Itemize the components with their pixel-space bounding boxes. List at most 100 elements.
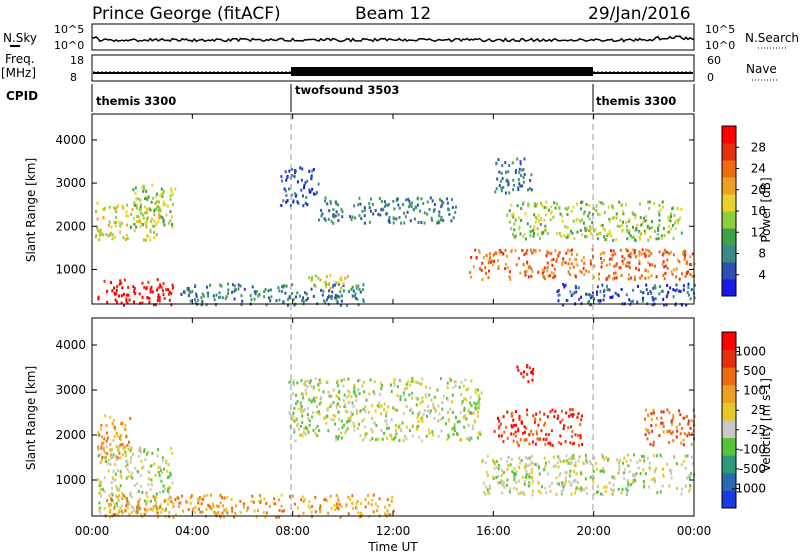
heatmap-cell	[301, 421, 304, 424]
heatmap-cell	[221, 496, 223, 500]
velocity-heatmap-cells	[97, 364, 696, 519]
heatmap-cell	[160, 510, 163, 514]
heatmap-cell	[99, 228, 102, 232]
heatmap-cell	[318, 388, 320, 392]
heatmap-cell	[161, 456, 164, 460]
heatmap-cell	[574, 491, 577, 495]
heatmap-cell	[196, 497, 199, 501]
heatmap-cell	[430, 398, 433, 402]
heatmap-cell	[501, 189, 503, 193]
heatmap-cell	[662, 205, 664, 209]
heatmap-cell	[328, 289, 331, 293]
heatmap-cell	[278, 515, 281, 519]
heatmap-cell	[564, 471, 567, 475]
heatmap-cell	[270, 295, 273, 299]
heatmap-cell	[572, 480, 575, 484]
heatmap-cell	[144, 458, 147, 462]
heatmap-cell	[641, 220, 644, 224]
heatmap-cell	[398, 206, 401, 210]
heatmap-cell	[593, 297, 596, 301]
heatmap-cell	[317, 182, 320, 186]
heatmap-cell	[371, 416, 374, 420]
heatmap-cell	[499, 422, 502, 426]
heatmap-cell	[155, 207, 158, 211]
heatmap-cell	[566, 299, 569, 303]
heatmap-cell	[211, 507, 213, 511]
heatmap-cell	[553, 415, 556, 419]
heatmap-cell	[618, 458, 621, 462]
heatmap-cell	[233, 289, 236, 293]
heatmap-cell	[533, 225, 536, 228]
heatmap-cell	[620, 274, 623, 277]
heatmap-cell	[119, 484, 122, 488]
heatmap-cell	[132, 188, 135, 192]
heatmap-cell	[565, 236, 568, 240]
heatmap-cell	[361, 210, 364, 213]
heatmap-cell	[174, 498, 177, 502]
heatmap-cell	[675, 275, 678, 279]
heatmap-cell	[335, 493, 338, 497]
heatmap-cell	[674, 227, 677, 231]
heatmap-cell	[617, 471, 620, 475]
heatmap-cell	[157, 293, 160, 297]
heatmap-cell	[545, 213, 547, 217]
heatmap-cell	[583, 261, 586, 265]
heatmap-cell	[246, 506, 249, 510]
heatmap-cell	[119, 443, 122, 447]
heatmap-cell	[617, 294, 620, 298]
heatmap-cell	[153, 209, 156, 213]
heatmap-cell	[629, 458, 632, 462]
heatmap-cell	[205, 303, 208, 307]
heatmap-cell	[561, 491, 564, 495]
heatmap-cell	[146, 491, 148, 495]
heatmap-cell	[672, 236, 675, 240]
heatmap-cell	[530, 429, 533, 433]
heatmap-cell	[526, 372, 529, 376]
heatmap-cell	[299, 433, 302, 437]
heatmap-cell	[341, 436, 343, 440]
heatmap-cell	[321, 212, 324, 216]
heatmap-cell	[171, 451, 174, 455]
heatmap-cell	[690, 288, 693, 292]
heatmap-cell	[98, 501, 101, 505]
heatmap-cell	[306, 406, 309, 410]
heatmap-cell	[406, 210, 409, 214]
heatmap-cell	[310, 510, 313, 514]
heatmap-cell	[478, 430, 481, 434]
heatmap-cell	[201, 292, 204, 296]
heatmap-cell	[612, 249, 615, 253]
heatmap-cell	[509, 487, 512, 491]
heatmap-cell	[528, 442, 531, 446]
heatmap-cell	[558, 482, 561, 486]
heatmap-cell	[345, 504, 347, 508]
heatmap-cell	[596, 232, 599, 236]
heatmap-cell	[621, 259, 624, 263]
heatmap-cell	[375, 438, 378, 442]
heatmap-cell	[131, 476, 134, 480]
heatmap-cell	[300, 379, 303, 383]
heatmap-cell	[342, 399, 345, 402]
heatmap-cell	[549, 218, 552, 222]
colorbar-swatch	[722, 143, 736, 161]
heatmap-cell	[446, 381, 449, 385]
heatmap-cell	[398, 424, 401, 428]
heatmap-cell	[358, 214, 361, 218]
heatmap-cell	[497, 259, 499, 263]
heatmap-cell	[675, 218, 678, 222]
heatmap-cell	[599, 469, 602, 473]
heatmap-cell	[303, 407, 306, 411]
heatmap-cell	[534, 442, 537, 446]
heatmap-cell	[608, 219, 611, 223]
heatmap-cell	[645, 248, 647, 252]
heatmap-cell	[307, 417, 310, 421]
heatmap-cell	[281, 290, 283, 294]
heatmap-cell	[516, 157, 519, 161]
heatmap-cell	[538, 438, 541, 442]
heatmap-cell	[593, 264, 596, 268]
heatmap-cell	[563, 285, 566, 289]
heatmap-cell	[128, 298, 131, 302]
heatmap-cell	[528, 463, 531, 467]
heatmap-cell	[506, 483, 509, 487]
heatmap-cell	[350, 218, 353, 222]
heatmap-cell	[299, 166, 302, 170]
